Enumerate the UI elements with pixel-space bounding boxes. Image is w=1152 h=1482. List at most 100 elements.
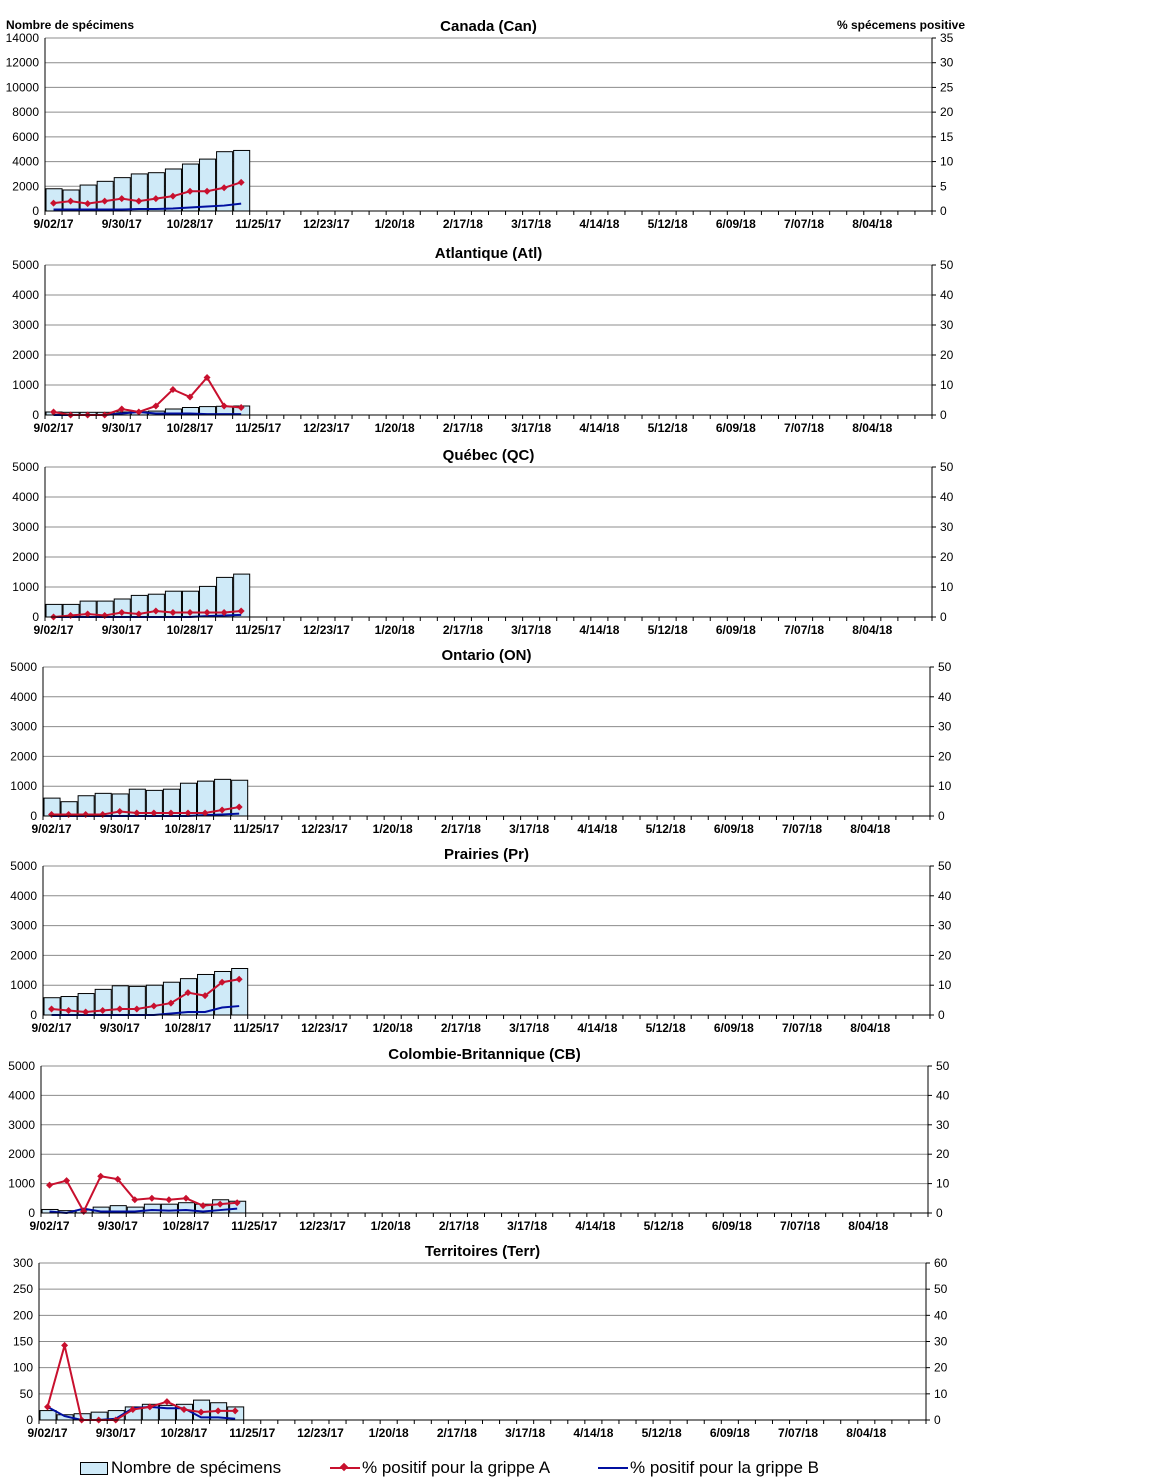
x-tick-label: 4/14/18 bbox=[577, 822, 617, 836]
x-tick-label: 11/25/17 bbox=[229, 1426, 275, 1440]
flu-a-point-8 bbox=[163, 1398, 171, 1406]
flu-a-point-5 bbox=[118, 405, 126, 413]
right-tick-label: 30 bbox=[940, 520, 954, 534]
x-tick-label: 9/30/17 bbox=[98, 1219, 138, 1233]
left-tick-label: 8000 bbox=[12, 105, 39, 119]
x-tick-label: 4/14/18 bbox=[577, 1021, 617, 1035]
x-tick-label: 8/04/18 bbox=[850, 1021, 890, 1035]
x-tick-label: 11/25/17 bbox=[235, 623, 281, 637]
left-tick-label: 3000 bbox=[8, 1118, 35, 1132]
flu-a-point-9 bbox=[184, 989, 192, 997]
x-tick-label: 10/28/17 bbox=[167, 421, 214, 435]
legend-flu-b-label: % positif pour la grippe B bbox=[630, 1458, 819, 1477]
chart-title: Canada (Can) bbox=[440, 18, 537, 35]
right-tick-label: 50 bbox=[934, 1282, 948, 1296]
left-tick-label: 0 bbox=[30, 809, 37, 823]
left-tick-label: 1000 bbox=[12, 580, 39, 594]
left-tick-label: 2000 bbox=[8, 1147, 35, 1161]
flu-a-point-7 bbox=[152, 195, 160, 203]
bar-week-11 bbox=[216, 151, 234, 212]
right-tick-label: 20 bbox=[940, 105, 954, 119]
flu-a-point-8 bbox=[169, 609, 177, 616]
left-tick-label: 12000 bbox=[6, 56, 40, 70]
right-tick-label: 20 bbox=[938, 948, 952, 962]
x-tick-label: 3/17/18 bbox=[511, 217, 551, 231]
right-tick-label: 0 bbox=[934, 1413, 941, 1427]
x-tick-label: 2/17/18 bbox=[441, 822, 481, 836]
x-tick-label: 7/07/18 bbox=[784, 421, 824, 435]
right-tick-label: 50 bbox=[940, 460, 954, 474]
left-tick-label: 0 bbox=[30, 1008, 37, 1022]
x-tick-label: 9/30/17 bbox=[102, 217, 142, 231]
x-tick-label: 12/23/17 bbox=[303, 623, 350, 637]
x-tick-label: 1/20/18 bbox=[375, 623, 415, 637]
flu-a-point-6 bbox=[133, 1005, 141, 1013]
chart-panels: 0200040006000800010000120001400005101520… bbox=[6, 18, 954, 1440]
left-tick-label: 3000 bbox=[10, 720, 37, 734]
left-tick-label: 2000 bbox=[10, 749, 37, 763]
right-tick-label: 10 bbox=[938, 978, 952, 992]
right-tick-label: 40 bbox=[938, 889, 952, 903]
right-tick-label: 40 bbox=[940, 288, 954, 302]
left-tick-label: 100 bbox=[13, 1361, 33, 1375]
chart-title: Ontario (ON) bbox=[442, 647, 532, 664]
x-tick-label: 7/07/18 bbox=[784, 623, 824, 637]
left-tick-label: 300 bbox=[13, 1256, 33, 1270]
x-tick-label: 2/17/18 bbox=[443, 217, 483, 231]
right-tick-label: 30 bbox=[940, 318, 954, 332]
flu-a-point-4 bbox=[99, 1007, 107, 1015]
x-tick-label: 3/17/18 bbox=[511, 421, 551, 435]
flu-a-point-7 bbox=[152, 607, 160, 615]
flu-a-point-11 bbox=[220, 184, 228, 192]
x-tick-label: 9/30/17 bbox=[100, 1021, 140, 1035]
flu-a-point-9 bbox=[186, 609, 194, 616]
right-tick-label: 20 bbox=[934, 1361, 948, 1375]
left-tick-label: 50 bbox=[20, 1387, 34, 1401]
flu-a-point-11 bbox=[220, 402, 228, 410]
flu-a-point-10 bbox=[201, 992, 209, 1000]
flu-a-point-11 bbox=[216, 1200, 224, 1208]
flu-a-point-3 bbox=[84, 200, 92, 208]
flu-a-point-10 bbox=[199, 1202, 207, 1210]
x-tick-label: 2/17/18 bbox=[441, 1021, 481, 1035]
right-axis-title: % spécemens positive bbox=[837, 18, 965, 32]
x-tick-label: 12/23/17 bbox=[299, 1219, 346, 1233]
right-tick-label: 30 bbox=[936, 1118, 950, 1132]
right-tick-label: 40 bbox=[934, 1308, 948, 1322]
right-tick-label: 10 bbox=[934, 1387, 948, 1401]
x-tick-label: 5/12/18 bbox=[644, 1219, 684, 1233]
left-tick-label: 2000 bbox=[10, 948, 37, 962]
x-tick-label: 5/12/18 bbox=[648, 623, 688, 637]
bar-week-1 bbox=[39, 1410, 57, 1421]
flu-a-point-9 bbox=[186, 187, 194, 195]
x-tick-label: 5/12/18 bbox=[648, 421, 688, 435]
x-tick-label: 6/09/18 bbox=[714, 822, 754, 836]
right-tick-label: 20 bbox=[940, 348, 954, 362]
flu-a-point-1 bbox=[50, 408, 58, 416]
flu-a-point-5 bbox=[118, 609, 126, 616]
x-tick-label: 12/23/17 bbox=[303, 421, 350, 435]
left-tick-label: 1000 bbox=[8, 1177, 35, 1191]
chart-panel-1: 0 2000 4000 6000 8000 10000 12000 14000 0 5 10 15 20… bbox=[6, 18, 954, 231]
x-tick-label: 9/02/17 bbox=[34, 217, 74, 231]
flu-a-point-8 bbox=[169, 386, 177, 393]
flu-a-point-10 bbox=[203, 187, 211, 195]
chart-title: Prairies (Pr) bbox=[444, 846, 529, 863]
x-tick-label: 9/30/17 bbox=[102, 421, 142, 435]
flu-a-point-1 bbox=[48, 1005, 56, 1013]
flu-a-point-12 bbox=[235, 803, 243, 811]
x-tick-label: 11/25/17 bbox=[233, 822, 279, 836]
x-tick-label: 1/20/18 bbox=[375, 421, 415, 435]
x-tick-label: 4/14/18 bbox=[579, 421, 619, 435]
left-tick-label: 5000 bbox=[12, 460, 39, 474]
x-tick-label: 4/14/18 bbox=[579, 217, 619, 231]
right-tick-label: 0 bbox=[940, 204, 947, 218]
bar-week-1 bbox=[45, 188, 63, 212]
right-tick-label: 10 bbox=[940, 378, 954, 392]
flu-a-point-12 bbox=[233, 1199, 241, 1207]
bar-week-3 bbox=[79, 184, 97, 212]
flu-a-point-2 bbox=[63, 1177, 71, 1185]
x-tick-label: 6/09/18 bbox=[710, 1426, 750, 1440]
legend-flu-b-line bbox=[598, 1467, 628, 1469]
flu-a-point-7 bbox=[150, 809, 158, 817]
